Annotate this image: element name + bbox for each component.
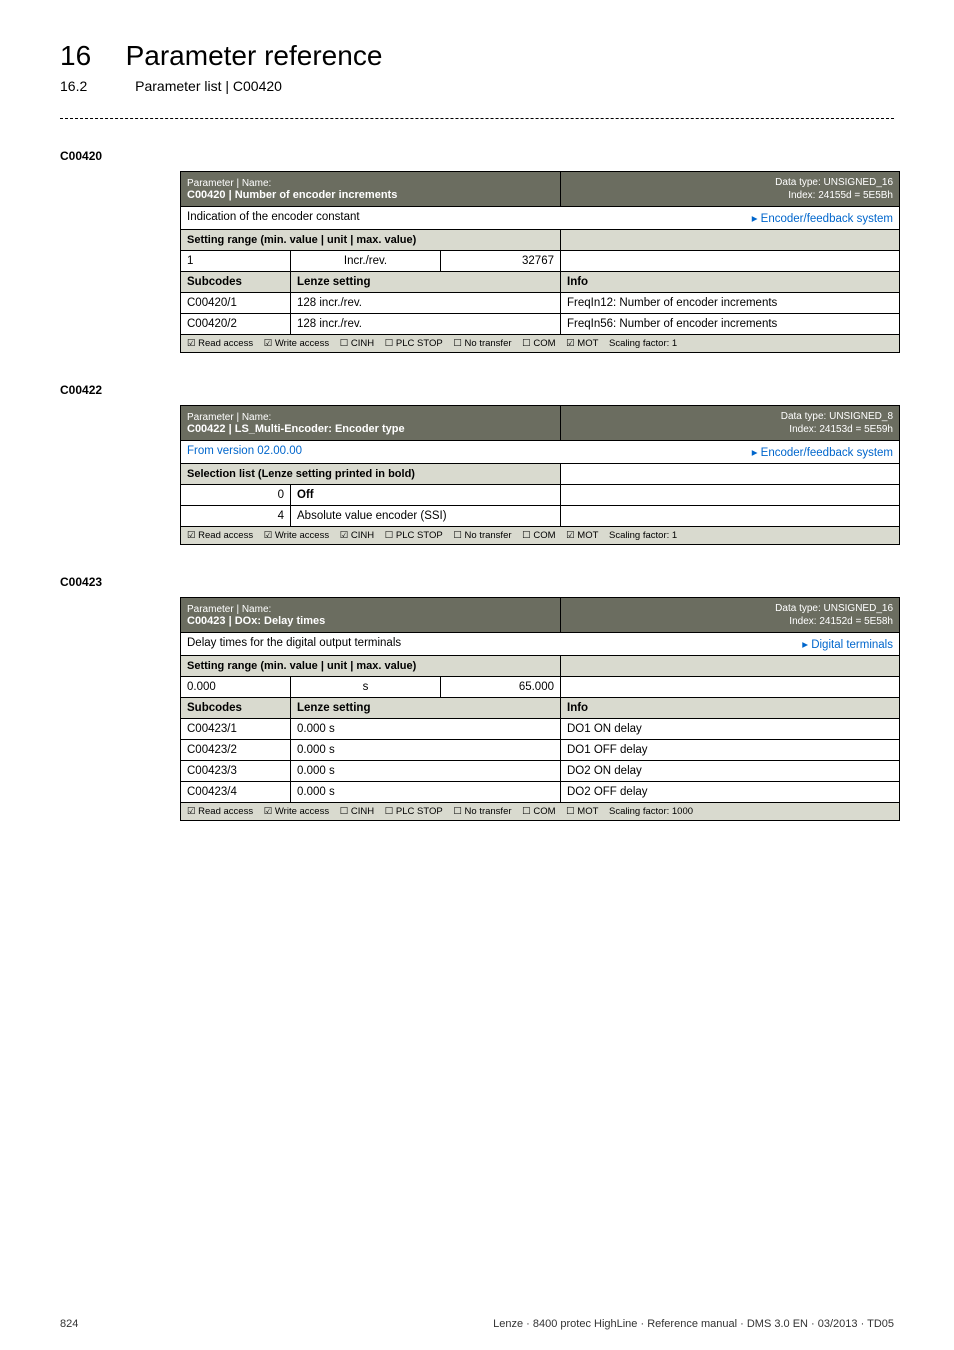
info-value: FreqIn56: Number of encoder increments <box>561 314 900 335</box>
version-note: From version 02.00.00 <box>187 445 302 457</box>
encoder-feedback-link[interactable]: Encoder/feedback system <box>752 211 893 225</box>
chapter-title: Parameter reference <box>126 40 383 72</box>
table-row: 4 Absolute value encoder (SSI) <box>181 506 900 527</box>
subcode: C00420/1 <box>181 293 291 314</box>
table-row: C00420/1 128 incr./rev. FreqIn12: Number… <box>181 293 900 314</box>
param-name: C00420 | Number of encoder increments <box>187 189 554 201</box>
param-id-c00423: C00423 <box>60 575 894 589</box>
access-flags: ☑ Read access ☑ Write access ☑ CINH ☐ PL… <box>181 527 900 545</box>
setting-range-header: Setting range (min. value | unit | max. … <box>181 656 561 677</box>
section-number: 16.2 <box>60 78 87 94</box>
selection-list-header: Selection list (Lenze setting printed in… <box>181 464 561 485</box>
param-name-label: Parameter | Name: <box>187 178 554 189</box>
data-type: Data type: UNSIGNED_16 <box>567 176 893 189</box>
subcode: C00423/2 <box>181 740 291 761</box>
max-value: 65.000 <box>441 677 561 698</box>
data-type: Data type: UNSIGNED_8 <box>567 410 893 423</box>
page-footer: 824 Lenze · 8400 protec HighLine · Refer… <box>60 1318 894 1330</box>
section-title: Parameter list | C00420 <box>135 78 282 94</box>
table-row: C00423/1 0.000 s DO1 ON delay <box>181 719 900 740</box>
data-index: Index: 24152d = 5E58h <box>567 615 893 628</box>
info-header: Info <box>561 272 900 293</box>
table-row: C00423/3 0.000 s DO2 ON delay <box>181 761 900 782</box>
subcode: C00423/4 <box>181 782 291 803</box>
param-table-c00420: Parameter | Name: C00420 | Number of enc… <box>180 171 900 353</box>
param-description: Indication of the encoder constant <box>187 211 360 223</box>
param-id-c00422: C00422 <box>60 383 894 397</box>
lenze-value: 0.000 s <box>291 719 561 740</box>
info-value: DO1 ON delay <box>561 719 900 740</box>
selection-index: 0 <box>181 485 291 506</box>
selection-index: 4 <box>181 506 291 527</box>
page-number: 824 <box>60 1318 78 1330</box>
unit: Incr./rev. <box>291 251 441 272</box>
subcodes-header: Subcodes <box>181 698 291 719</box>
min-value: 1 <box>181 251 291 272</box>
param-name: C00423 | DOx: Delay times <box>187 615 554 627</box>
subcode: C00420/2 <box>181 314 291 335</box>
lenze-value: 0.000 s <box>291 740 561 761</box>
lenze-value: 0.000 s <box>291 761 561 782</box>
lenze-value: 0.000 s <box>291 782 561 803</box>
setting-range-header: Setting range (min. value | unit | max. … <box>181 230 561 251</box>
lenze-setting-header: Lenze setting <box>291 272 561 293</box>
data-type: Data type: UNSIGNED_16 <box>567 602 893 615</box>
param-name: C00422 | LS_Multi-Encoder: Encoder type <box>187 423 554 435</box>
selection-value: Absolute value encoder (SSI) <box>291 506 561 527</box>
param-name-label: Parameter | Name: <box>187 412 554 423</box>
data-index: Index: 24153d = 5E59h <box>567 423 893 436</box>
encoder-feedback-link[interactable]: Encoder/feedback system <box>752 445 893 459</box>
max-value: 32767 <box>441 251 561 272</box>
access-flags: ☑ Read access ☑ Write access ☐ CINH ☐ PL… <box>181 335 900 353</box>
data-index: Index: 24155d = 5E5Bh <box>567 189 893 202</box>
info-value: DO1 OFF delay <box>561 740 900 761</box>
param-name-label: Parameter | Name: <box>187 604 554 615</box>
table-row: C00420/2 128 incr./rev. FreqIn56: Number… <box>181 314 900 335</box>
lenze-value: 128 incr./rev. <box>291 293 561 314</box>
footer-text: Lenze · 8400 protec HighLine · Reference… <box>493 1318 894 1330</box>
info-value: FreqIn12: Number of encoder increments <box>561 293 900 314</box>
page-header: 16 Parameter reference 16.2 Parameter li… <box>60 40 894 94</box>
table-row: C00423/4 0.000 s DO2 OFF delay <box>181 782 900 803</box>
lenze-value: 128 incr./rev. <box>291 314 561 335</box>
subcode: C00423/1 <box>181 719 291 740</box>
subcodes-header: Subcodes <box>181 272 291 293</box>
param-table-c00423: Parameter | Name: C00423 | DOx: Delay ti… <box>180 597 900 821</box>
selection-value: Off <box>291 485 561 506</box>
info-header: Info <box>561 698 900 719</box>
table-row: C00423/2 0.000 s DO1 OFF delay <box>181 740 900 761</box>
chapter-number: 16 <box>60 40 91 72</box>
info-value: DO2 ON delay <box>561 761 900 782</box>
param-description: Delay times for the digital output termi… <box>187 637 401 649</box>
unit: s <box>291 677 441 698</box>
subcode: C00423/3 <box>181 761 291 782</box>
table-row: 0 Off <box>181 485 900 506</box>
lenze-setting-header: Lenze setting <box>291 698 561 719</box>
param-id-c00420: C00420 <box>60 149 894 163</box>
access-flags: ☑ Read access ☑ Write access ☐ CINH ☐ PL… <box>181 803 900 821</box>
digital-terminals-link[interactable]: Digital terminals <box>802 637 893 651</box>
min-value: 0.000 <box>181 677 291 698</box>
info-value: DO2 OFF delay <box>561 782 900 803</box>
param-table-c00422: Parameter | Name: C00422 | LS_Multi-Enco… <box>180 405 900 545</box>
divider <box>60 118 894 119</box>
